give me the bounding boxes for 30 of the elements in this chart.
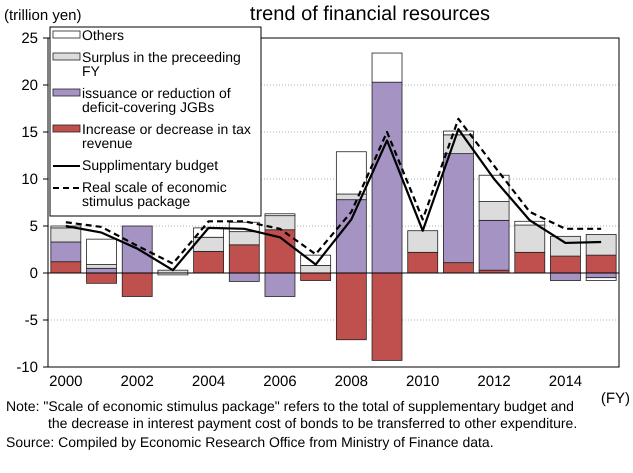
y-tick-label: 5 [30,218,38,235]
bar [86,238,117,265]
bar [86,272,117,284]
x-tick-label: 2014 [548,372,582,390]
x-tick-label: 2002 [120,372,154,390]
legend-label: Supplimentary budget [82,157,218,173]
x-tick-label: 2012 [477,372,511,390]
chart-title: trend of financial resources [250,3,490,25]
legend-label: Increase or decrease in tax revenue [82,121,251,151]
x-tick-label: 2006 [263,372,297,390]
legend-label: Real scale of economic stimulus package [82,179,227,209]
legend-label: Others [82,27,124,43]
y-tick-label: 20 [21,76,38,94]
x-axis-title: (FY) [600,390,630,407]
legend-label: Surplus in the preceeding FY [82,49,241,79]
x-tick-label: 2008 [334,372,368,390]
y-tick-label: 10 [21,170,38,188]
x-tick-label: 2010 [406,372,440,390]
bar [586,277,617,281]
y-tick-label: -10 [16,358,38,376]
source-note: Source: Compiled by Economic Research Office from Ministry of Finance data. [6,434,494,450]
text: Note: "Scale of economic stimulus package" refers to the total of supplementary budget and the decrease in interest payment cost of bonds to be transferred to other expenditure. [6,398,578,431]
x-tick-label: 2004 [192,372,226,390]
y-tick-label: 15 [21,124,38,141]
x-tick-label: 2000 [49,372,83,390]
y-tick-label: 0 [30,264,38,282]
legend-label: issuance or reduction of deficit-covering JGBs [82,85,231,115]
y-tick-label: -5 [24,312,38,329]
y-tick-label: 25 [21,30,38,47]
y-axis-title: (trillion yen) [4,7,82,24]
